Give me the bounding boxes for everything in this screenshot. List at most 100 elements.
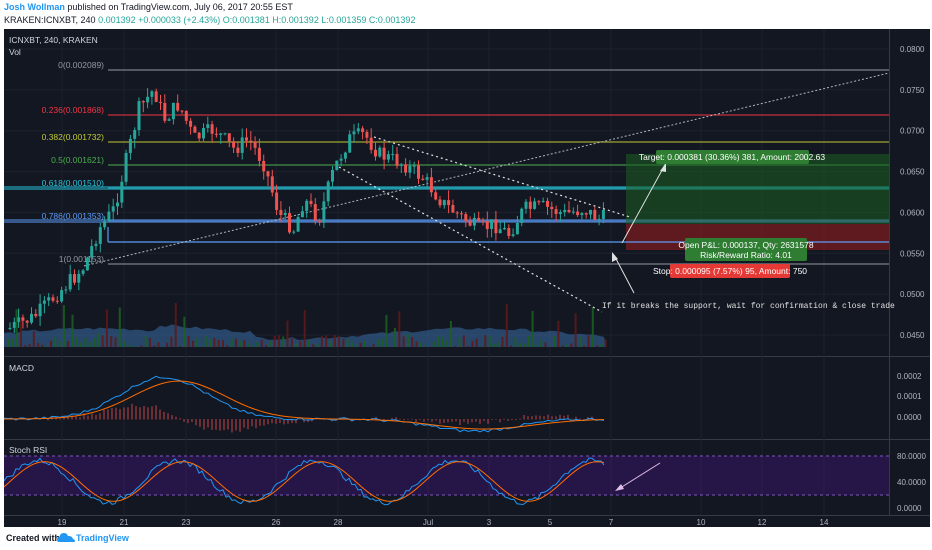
macd-histogram-bar — [503, 418, 505, 420]
fib-highlight — [4, 186, 889, 190]
tradingview-brand[interactable]: TradingView — [76, 533, 129, 543]
candle-body — [81, 270, 85, 274]
volume-bar — [308, 340, 310, 347]
candle-body — [292, 231, 296, 233]
candle-body — [382, 147, 386, 160]
volume-bar — [15, 309, 18, 347]
volume-bar — [50, 340, 52, 347]
candle-body — [339, 158, 343, 161]
macd-histogram-bar — [235, 419, 237, 431]
stoch-tick-label: 0.0000 — [897, 504, 922, 513]
volume-bar — [84, 337, 87, 347]
macd-histogram-bar — [407, 418, 409, 420]
stoch-axis[interactable]: 80.0000 40.0000 0.0000 — [897, 452, 926, 513]
macd-histogram-bar — [411, 418, 413, 420]
volume-bar — [415, 341, 418, 347]
candle-body — [404, 164, 408, 173]
candle-body — [8, 327, 12, 329]
volume-bar — [363, 340, 366, 347]
macd-histogram-bar — [243, 419, 245, 428]
volume-bar — [123, 341, 126, 347]
long-trendline[interactable] — [83, 72, 890, 267]
volume-bar — [88, 342, 91, 347]
volume-bar — [484, 335, 487, 347]
support-annotation[interactable]: If it breaks the support, wait for confi… — [602, 302, 895, 311]
volume-bar — [355, 345, 358, 347]
tradingview-logo-icon[interactable] — [57, 531, 75, 545]
fib-level-label: 0.618(0.001510) — [42, 178, 105, 188]
candle-body — [541, 200, 545, 202]
candle-body — [245, 137, 248, 141]
macd-histogram-bar — [399, 418, 401, 420]
candle-body — [352, 131, 356, 135]
time-tick-label: 28 — [334, 518, 343, 527]
candle-body — [464, 214, 468, 222]
candle-body — [399, 164, 403, 166]
volume-bar — [209, 338, 212, 347]
target-arrow[interactable] — [621, 162, 667, 244]
pnl-label-box[interactable] — [685, 238, 807, 261]
candle-body — [378, 147, 382, 157]
macd-histogram-bar — [391, 417, 393, 420]
volume-bar — [406, 333, 409, 347]
target-zone[interactable] — [626, 154, 889, 224]
macd-histogram-bar — [267, 419, 269, 425]
volume-bar — [596, 345, 599, 347]
candle-body — [64, 289, 68, 291]
chart-svg[interactable]: 0(0.002089) 0.236(0.001868) 0.382(0.001732… — [3, 29, 930, 527]
wedge-lower-line[interactable] — [338, 166, 603, 313]
candle-body — [361, 128, 365, 132]
macd-histogram-bar — [435, 419, 437, 421]
macd-histogram-bar — [91, 413, 93, 420]
candle-body — [369, 137, 373, 150]
annotation-arrow[interactable] — [613, 254, 635, 294]
price-tick-label: 0.0700 — [900, 127, 925, 136]
chart-area[interactable]: 0(0.002089) 0.236(0.001868) 0.382(0.001732… — [3, 29, 930, 527]
stop-label-box[interactable] — [670, 264, 790, 278]
candle-body — [141, 101, 145, 103]
publish-header: Josh Wollman published on TradingView.co… — [0, 0, 932, 28]
candle-body — [176, 102, 180, 111]
stoch-pane[interactable] — [4, 440, 889, 515]
author-link[interactable]: Josh Wollman — [4, 2, 65, 12]
candle-body — [494, 219, 498, 234]
macd-histogram-bar — [423, 419, 425, 422]
stoch-arrow[interactable] — [616, 462, 661, 491]
volume-bar — [93, 338, 95, 347]
candle-body — [571, 211, 575, 213]
arrow-head — [660, 163, 666, 172]
volume-bar — [114, 337, 117, 347]
macd-pane[interactable] — [4, 357, 889, 439]
macd-histogram-bar — [131, 403, 133, 420]
volume-bar — [411, 337, 414, 347]
macd-histogram-bar — [175, 416, 177, 420]
macd-histogram-bar — [551, 416, 553, 420]
candle-body — [563, 209, 567, 213]
candle-body — [214, 133, 218, 135]
volume-bar — [62, 305, 65, 347]
macd-histogram-bar — [87, 415, 89, 420]
time-axis[interactable]: 19 21 23 26 28 Jul 3 5 7 10 12 14 — [58, 518, 829, 527]
volume-bar — [144, 336, 147, 347]
price-axis[interactable]: 0.0800 0.0750 0.0700 0.0650 0.0600 0.0550 0.05… — [900, 45, 925, 340]
volume-bar — [67, 341, 70, 347]
candle-body — [193, 126, 197, 133]
chart-title: ICNXBT, 240, KRAKEN — [9, 35, 98, 45]
stoch-d-line — [3, 461, 605, 502]
price-tick-label: 0.0500 — [900, 290, 925, 299]
candle-body — [442, 200, 446, 206]
macd-histogram-bar — [167, 413, 169, 420]
candle-body — [111, 206, 115, 212]
target-label-box[interactable] — [656, 150, 809, 164]
macd-histogram-bar — [495, 419, 497, 420]
volume-bar — [166, 342, 169, 347]
macd-histogram-bar — [95, 414, 97, 420]
macd-histogram-bar — [151, 406, 153, 420]
volume-bar — [243, 340, 246, 347]
footer: Created with TradingView — [0, 528, 932, 550]
volume-bar — [398, 311, 401, 347]
macd-histogram-bar — [75, 416, 77, 420]
macd-histogram-bar — [295, 419, 297, 424]
volume-bar — [514, 337, 517, 347]
macd-axis[interactable]: 0.0002 0.0001 0.0000 — [897, 372, 922, 422]
